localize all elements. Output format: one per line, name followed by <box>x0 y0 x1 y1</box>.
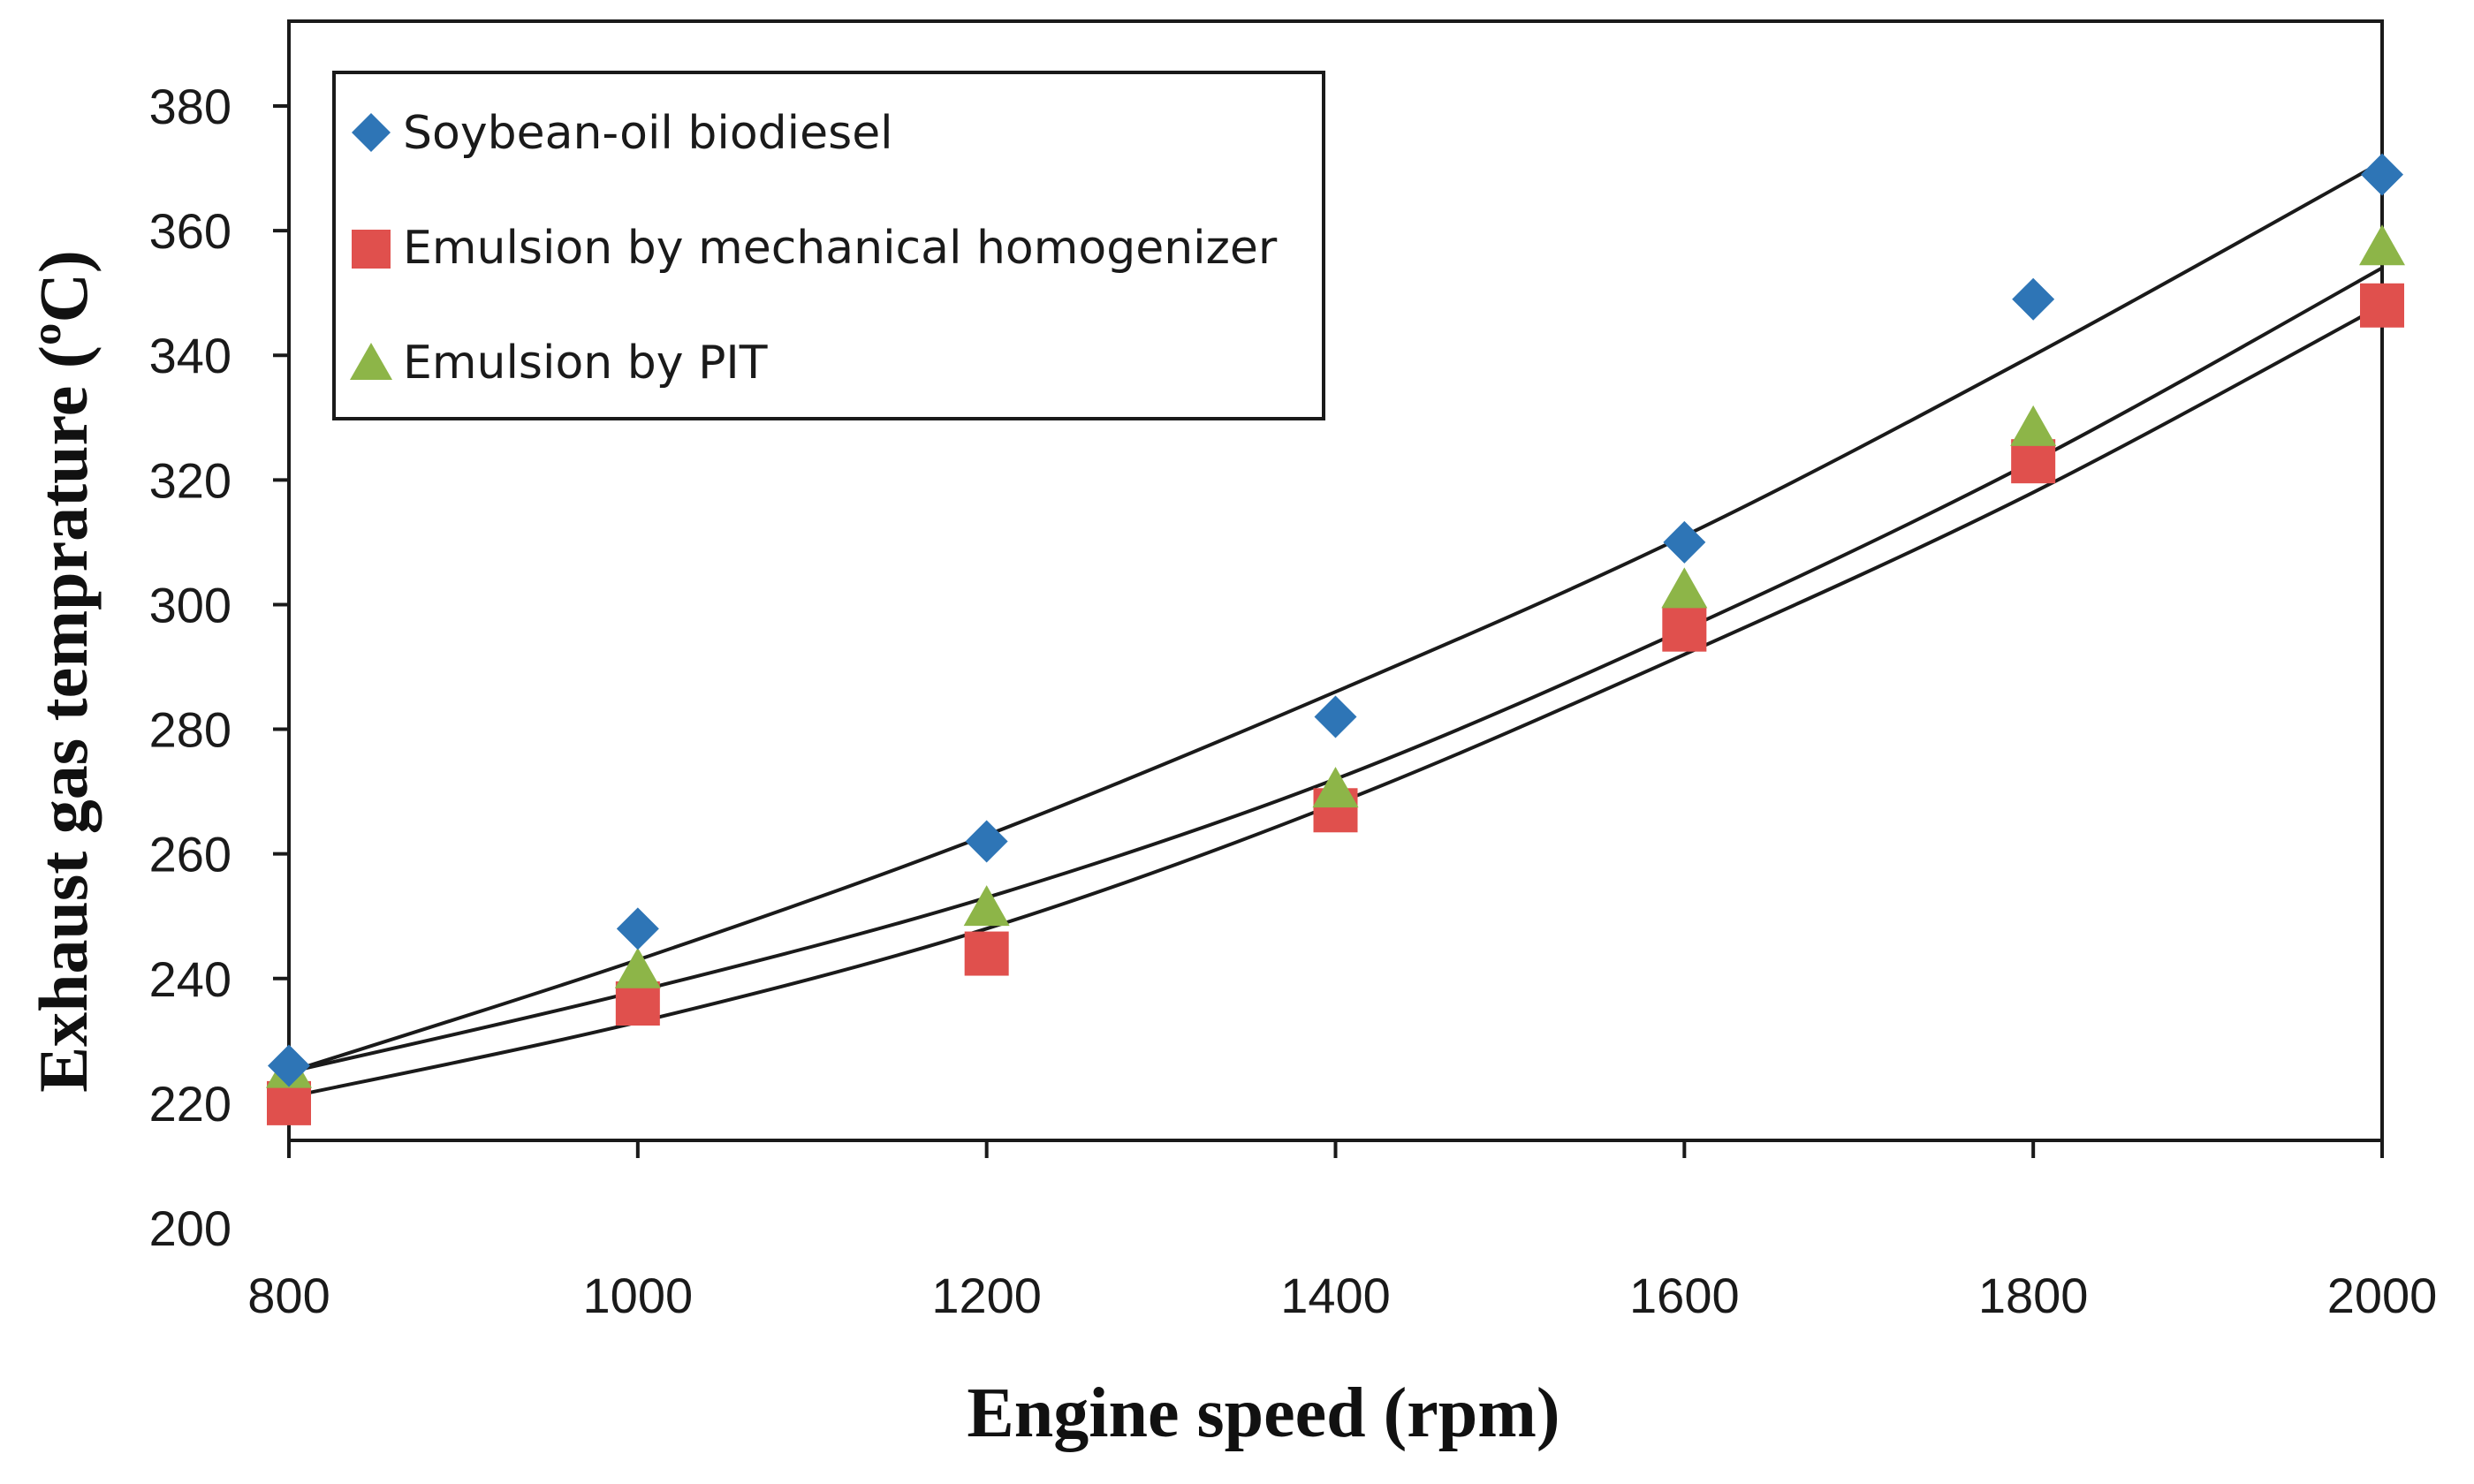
legend-label-mechanical: Emulsion by mechanical homogenizer <box>403 222 1278 275</box>
legend-square-marker <box>352 230 391 269</box>
data-markers <box>266 153 2405 1125</box>
x-tick-label: 1400 <box>1280 1268 1391 1323</box>
y-tick-label: 220 <box>149 1076 231 1132</box>
y-tick-label: 300 <box>149 577 231 632</box>
data-point-triangle <box>1661 567 1708 609</box>
data-point-square <box>2360 283 2404 328</box>
data-point-diamond <box>1314 695 1357 738</box>
y-tick-label: 360 <box>149 203 231 259</box>
data-point-diamond <box>616 907 659 950</box>
data-point-diamond <box>268 1044 310 1087</box>
legend-entry-mechanical: Emulsion by mechanical homogenizer <box>352 222 1278 275</box>
legend-label-pit: Emulsion by PIT <box>403 337 768 390</box>
axes: 200 220 240 260 280 300 320 340 360 380 800 1000 120… <box>149 79 2438 1323</box>
data-point-diamond <box>2361 153 2403 196</box>
legend-triangle-marker <box>350 343 392 380</box>
y-tick-label: 240 <box>149 951 231 1007</box>
x-tick-label: 2000 <box>2327 1268 2438 1323</box>
data-point-triangle <box>1312 767 1359 808</box>
legend-label-soybean: Soybean-oil biodiesel <box>403 107 893 160</box>
data-point-diamond <box>1663 520 1706 564</box>
y-tick-label: 320 <box>149 452 231 508</box>
y-tick-label: 280 <box>149 702 231 758</box>
legend-box <box>332 71 1325 420</box>
legend-entry-pit: Emulsion by PIT <box>350 337 768 390</box>
x-tick-label: 1800 <box>1978 1268 2089 1323</box>
y-tick-label: 260 <box>149 827 231 882</box>
x-tick-label: 1000 <box>583 1268 694 1323</box>
data-point-diamond <box>965 820 1008 863</box>
y-tick-label: 200 <box>149 1200 231 1256</box>
data-point-triangle <box>963 885 1010 927</box>
data-point-square <box>1662 607 1707 652</box>
legend-diamond-marker <box>352 113 391 152</box>
data-point-square <box>267 1080 311 1125</box>
data-point-triangle <box>2010 405 2057 446</box>
data-point-square <box>964 931 1009 976</box>
y-axis-title: Exhaust gas temprature (ºC) <box>25 250 102 1093</box>
y-tick-label: 380 <box>149 79 231 134</box>
x-tick-label: 1200 <box>931 1268 1042 1323</box>
data-point-diamond <box>2012 277 2055 321</box>
legend-entry-soybean: Soybean-oil biodiesel <box>352 107 893 160</box>
data-point-triangle <box>2359 224 2405 266</box>
y-tick-label: 340 <box>149 328 231 383</box>
x-axis-title: Engine speed (rpm) <box>967 1374 1560 1452</box>
data-point-square <box>2011 439 2056 484</box>
legend: Soybean-oil biodiesel Emulsion by mechan… <box>332 71 1325 420</box>
data-point-triangle <box>614 947 661 988</box>
x-tick-label: 800 <box>247 1268 330 1323</box>
data-point-square <box>615 981 660 1026</box>
x-tick-label: 1600 <box>1629 1268 1740 1323</box>
